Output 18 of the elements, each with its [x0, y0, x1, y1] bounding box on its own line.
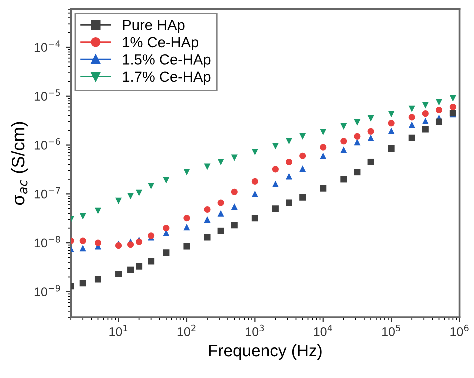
y-axis-title: σ$_{ac}$ (S/cm)	[11, 122, 28, 206]
y-tick-label: 10$^{−7}$	[34, 187, 60, 199]
x-axis-title: Frequency (Hz)	[209, 344, 322, 360]
y-tick-label: 10$^{−6}$	[34, 138, 60, 150]
x-tick-label: 10$^{5}$	[382, 325, 400, 336]
y-tick-label: 10$^{−5}$	[34, 90, 60, 101]
x-tick-label: 10$^{4}$	[314, 325, 332, 336]
y-tick-label: 10$^{−9}$	[34, 285, 60, 297]
legend-label: Pure HAp	[123, 20, 185, 34]
x-tick-label: 10$^{1}$	[110, 325, 128, 336]
y-tick-label: 10$^{−4}$	[34, 40, 60, 52]
x-tick-label: 10$^{6}$	[450, 324, 469, 336]
legend-label: 1.5% Ce-HAp	[123, 54, 211, 68]
y-tick-label: 10$^{−8}$	[34, 236, 60, 248]
legend-label: 1.7% Ce-HAp	[123, 72, 211, 85]
legend-label: 1% Ce-HAp	[123, 37, 199, 50]
x-tick-label: 10$^{2}$	[178, 324, 196, 336]
x-tick-label: 10$^{3}$	[246, 324, 264, 336]
